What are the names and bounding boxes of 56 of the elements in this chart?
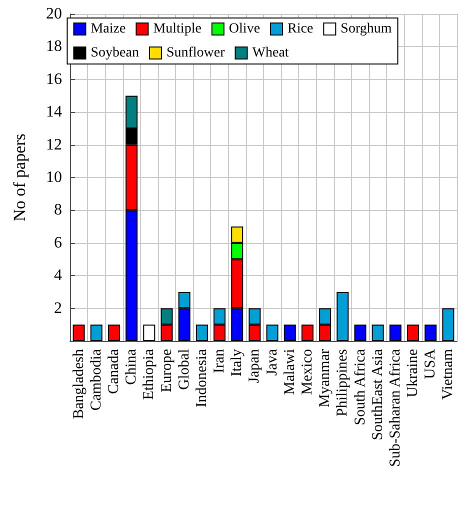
bar: [108, 324, 120, 341]
bar: [424, 324, 437, 341]
x-tick-label: USA: [422, 348, 439, 380]
bar: [196, 324, 208, 341]
x-tick-label: Canada: [106, 348, 122, 394]
bar: [284, 324, 296, 341]
legend-label: Soybean: [90, 46, 139, 60]
x-tick-label: Cambodia: [88, 348, 104, 411]
x-tick-label: Bangladesh: [70, 348, 87, 419]
x-tick-label: Japan: [246, 348, 263, 384]
legend-label: Sunflower: [166, 46, 226, 60]
y-tick-label: 4: [54, 267, 62, 284]
y-tick-label: 12: [46, 136, 62, 154]
x-tick-label: Ukraine: [405, 348, 422, 398]
x-tick-label: Ethiopia: [141, 348, 158, 400]
bar: [372, 324, 384, 341]
x-tick-label: Philippines: [334, 348, 351, 417]
x-tick-label: Myanmar: [317, 349, 334, 408]
legend-label: Rice: [288, 22, 314, 36]
x-tick-label: SouthEast Asia: [370, 348, 386, 440]
bar: [354, 324, 366, 341]
bar: [301, 324, 314, 341]
y-tick-label: 20: [46, 6, 62, 22]
y-tick-label: 18: [46, 38, 62, 56]
bar: [90, 324, 102, 341]
y-tick-label: 14: [46, 104, 62, 121]
y-tick-label: 10: [46, 169, 62, 186]
y-tick-label: 16: [46, 70, 62, 88]
x-tick-label: Italy: [229, 348, 246, 376]
x-tick-label: South Africa: [352, 348, 368, 426]
bar: [336, 292, 349, 341]
x-tick-label: Java: [264, 348, 280, 376]
x-tick-label: China: [124, 348, 140, 385]
x-tick-label: Europe: [158, 348, 175, 392]
y-tick-label: 2: [54, 300, 62, 317]
legend-label: Maize: [90, 22, 126, 36]
legend-label: Multiple: [153, 22, 202, 36]
bar: [389, 324, 402, 341]
bar: [143, 324, 156, 341]
legend-label: Sorghum: [340, 22, 392, 36]
x-tick-label: Vietnam: [440, 348, 456, 400]
x-tick-label: Indonesia: [194, 348, 210, 408]
x-tick-label: Iran: [212, 348, 228, 374]
y-tick-label: 6: [54, 234, 62, 252]
x-tick-label: Sub-Saharan Africa: [387, 348, 404, 467]
x-tick-label: Mexico: [299, 349, 316, 395]
bar: [407, 324, 420, 341]
x-tick-label: Global: [176, 349, 192, 390]
x-tick-label: Malawi: [282, 349, 298, 395]
y-tick-label: 8: [54, 202, 62, 219]
legend-label: Olive: [228, 22, 260, 36]
bar: [72, 324, 85, 341]
legend-label: Wheat: [252, 46, 289, 60]
y-axis-title: No of papers: [10, 134, 29, 222]
bar: [266, 324, 278, 341]
bar: [442, 308, 454, 341]
